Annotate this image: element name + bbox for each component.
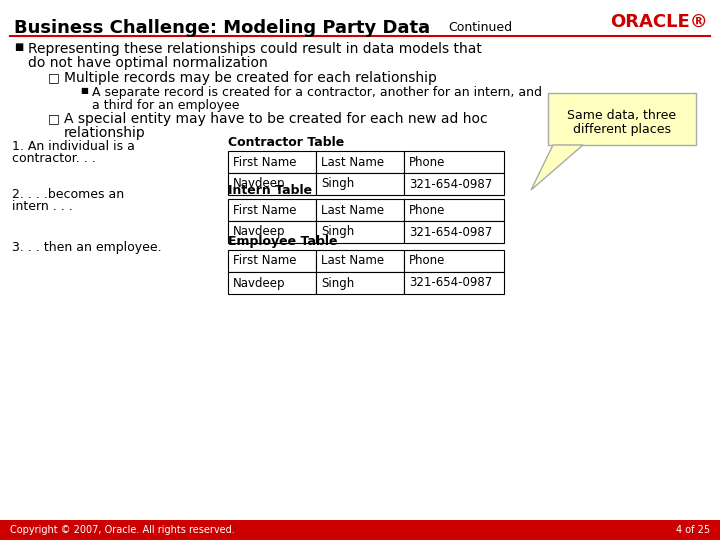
Polygon shape: [531, 145, 583, 190]
Text: 4 of 25: 4 of 25: [676, 525, 710, 535]
Text: First Name: First Name: [233, 254, 297, 267]
Text: Phone: Phone: [409, 204, 446, 217]
Bar: [316, 272, 404, 294]
Text: relationship: relationship: [64, 126, 145, 140]
Text: Multiple records may be created for each relationship: Multiple records may be created for each…: [64, 71, 437, 85]
Text: 2. . . .becomes an: 2. . . .becomes an: [12, 188, 124, 201]
Text: Copyright © 2007, Oracle. All rights reserved.: Copyright © 2007, Oracle. All rights res…: [10, 525, 235, 535]
Bar: [228, 221, 316, 243]
Bar: [228, 173, 316, 195]
Text: do not have optimal normalization: do not have optimal normalization: [28, 56, 268, 70]
Text: 321-654-0987: 321-654-0987: [409, 276, 492, 289]
Text: Same data, three: Same data, three: [567, 109, 677, 122]
Bar: [316, 151, 404, 173]
Text: intern . . .: intern . . .: [12, 200, 73, 213]
Text: Last Name: Last Name: [321, 204, 384, 217]
Text: □: □: [48, 112, 60, 125]
Text: ■: ■: [80, 86, 88, 95]
Bar: [316, 250, 404, 272]
Text: Contractor Table: Contractor Table: [228, 136, 344, 149]
Text: Navdeep: Navdeep: [233, 226, 286, 239]
Bar: [404, 199, 504, 221]
Text: 321-654-0987: 321-654-0987: [409, 226, 492, 239]
Text: Singh: Singh: [321, 178, 354, 191]
Text: First Name: First Name: [233, 156, 297, 168]
Text: A separate record is created for a contractor, another for an intern, and: A separate record is created for a contr…: [92, 86, 542, 99]
Text: Navdeep: Navdeep: [233, 276, 286, 289]
Text: 1. An individual is a: 1. An individual is a: [12, 140, 135, 153]
Text: ■: ■: [14, 42, 23, 52]
Text: Last Name: Last Name: [321, 254, 384, 267]
Bar: [228, 250, 316, 272]
Bar: [404, 250, 504, 272]
Text: 3. . . then an employee.: 3. . . then an employee.: [12, 241, 161, 254]
Bar: [228, 199, 316, 221]
Bar: [316, 173, 404, 195]
Text: Last Name: Last Name: [321, 156, 384, 168]
Bar: [548, 93, 696, 145]
Text: contractor. . .: contractor. . .: [12, 152, 96, 165]
Bar: [228, 272, 316, 294]
Text: Intern Table: Intern Table: [228, 184, 312, 197]
Text: Navdeep: Navdeep: [233, 178, 286, 191]
Text: Employee Table: Employee Table: [228, 235, 338, 248]
Text: Phone: Phone: [409, 156, 446, 168]
Text: Singh: Singh: [321, 226, 354, 239]
Text: Singh: Singh: [321, 276, 354, 289]
Bar: [404, 173, 504, 195]
Text: different places: different places: [573, 123, 671, 136]
Bar: [316, 199, 404, 221]
Text: 321-654-0987: 321-654-0987: [409, 178, 492, 191]
Text: Phone: Phone: [409, 254, 446, 267]
Bar: [228, 151, 316, 173]
Text: First Name: First Name: [233, 204, 297, 217]
Bar: [0, 520, 720, 540]
Text: Representing these relationships could result in data models that: Representing these relationships could r…: [28, 42, 482, 56]
Bar: [316, 221, 404, 243]
Text: Business Challenge: Modeling Party Data: Business Challenge: Modeling Party Data: [14, 19, 430, 37]
Text: Continued: Continued: [448, 21, 512, 34]
Text: a third for an employee: a third for an employee: [92, 99, 240, 112]
Text: ORACLE®: ORACLE®: [611, 13, 708, 31]
Text: □: □: [48, 71, 60, 84]
Bar: [404, 272, 504, 294]
Bar: [404, 151, 504, 173]
Bar: [404, 221, 504, 243]
Text: A special entity may have to be created for each new ad hoc: A special entity may have to be created …: [64, 112, 487, 126]
